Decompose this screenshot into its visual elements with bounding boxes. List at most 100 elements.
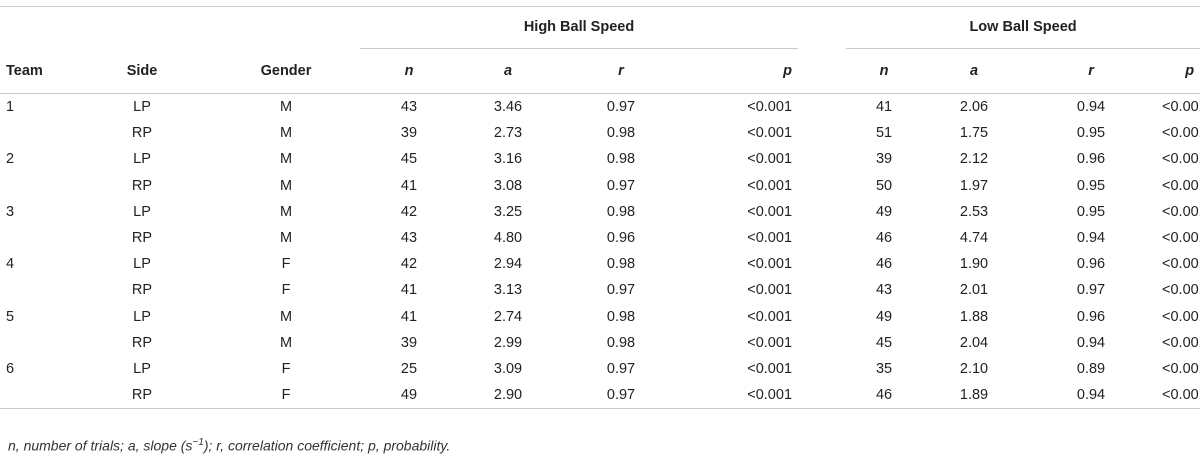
cell-high-a: 2.73	[493, 125, 523, 142]
group-header-low-ball-speed: Low Ball Speed	[846, 6, 1200, 49]
table-row: 6 LP F 25 3.09 0.97 <0.001 35 2.10 0.89 <0.001	[0, 356, 1200, 382]
cell-high-a: 3.46	[493, 99, 523, 116]
cell-team: 4	[6, 256, 15, 273]
cell-low-p: <0.001	[1162, 256, 1200, 273]
cell-high-r: 0.98	[606, 256, 636, 273]
column-header-low-r: r	[1026, 48, 1157, 94]
cell-low-p: <0.001	[1162, 308, 1200, 325]
cell-low-n: 41	[875, 99, 893, 116]
column-header-low-a: a	[922, 48, 1027, 94]
cell-high-p: <0.001	[747, 230, 793, 247]
cell-gender: M	[279, 177, 293, 194]
footnote-text-b: ); r, correlation coefficient; p, probab…	[203, 437, 451, 454]
cell-low-a: 1.90	[959, 256, 989, 273]
cell-low-r: 0.96	[1076, 308, 1106, 325]
cell-high-p: <0.001	[747, 177, 793, 194]
cell-team	[0, 330, 72, 356]
cell-side: LP	[133, 308, 151, 325]
cell-low-n: 39	[875, 151, 893, 168]
cell-high-a: 3.16	[493, 151, 523, 168]
group-header-row: High Ball Speed Low Ball Speed	[0, 6, 1200, 49]
cell-team: 6	[6, 360, 15, 377]
cell-high-r: 0.97	[606, 282, 636, 299]
cell-low-p: <0.001	[1162, 282, 1200, 299]
column-header-high-r: r	[558, 48, 684, 94]
cell-low-a: 2.01	[959, 282, 989, 299]
table-row: RP F 41 3.13 0.97 <0.001 43 2.01 0.97 <0.001	[0, 277, 1200, 303]
cell-high-a: 3.13	[493, 282, 523, 299]
table-body: 1LPM433.460.97<0.001412.060.94<0.001RPM3…	[0, 94, 1200, 410]
cell-high-a: 2.94	[493, 256, 523, 273]
cell-low-n: 43	[875, 282, 893, 299]
table-row: 1 LP M 43 3.46 0.97 <0.001 41 2.06 0.94 <0.001	[0, 94, 1200, 121]
cell-low-n: 46	[846, 382, 923, 410]
table-row: 5 LP M 41 2.74 0.98 <0.001 49 1.88 0.96 <0.001	[0, 304, 1200, 330]
cell-low-r: 0.94	[1076, 230, 1106, 247]
cell-low-r: 0.95	[1076, 177, 1106, 194]
cell-low-r: 0.94	[1026, 382, 1157, 410]
cell-low-r: 0.96	[1076, 256, 1106, 273]
table-row: RP M 43 4.80 0.96 <0.001 46 4.74 0.94 <0.001	[0, 225, 1200, 251]
table-row: 3 LP M 42 3.25 0.98 <0.001 49 2.53 0.95 <0.001	[0, 199, 1200, 225]
cell-low-p: <0.001	[1162, 177, 1200, 194]
cell-high-a: 2.90	[458, 382, 558, 410]
cell-high-r: 0.97	[606, 99, 636, 116]
cell-high-n: 43	[400, 99, 418, 116]
column-header-low-p: p	[1156, 48, 1200, 94]
cell-low-r: 0.95	[1076, 125, 1106, 142]
cell-low-p: <0.001	[1156, 382, 1200, 410]
cell-low-n: 45	[875, 334, 893, 351]
cell-high-n: 49	[360, 382, 458, 410]
cell-high-p: <0.001	[747, 334, 793, 351]
cell-side: LP	[133, 256, 151, 273]
cell-high-p: <0.001	[684, 382, 799, 410]
cell-low-r: 0.94	[1076, 334, 1106, 351]
cell-low-a: 1.89	[922, 382, 1027, 410]
cell-low-p: <0.001	[1162, 99, 1200, 116]
cell-low-a: 2.06	[959, 99, 989, 116]
cell-low-a: 2.10	[959, 360, 989, 377]
cell-side: RP	[131, 177, 153, 194]
table-footnote: n, number of trials; a, slope (s−1); r, …	[8, 437, 450, 454]
cell-low-p: <0.001	[1162, 230, 1200, 247]
cell-low-r: 0.94	[1076, 99, 1106, 116]
cell-high-p: <0.001	[747, 282, 793, 299]
column-header-side: Side	[72, 48, 212, 94]
cell-high-a: 2.99	[493, 334, 523, 351]
cell-gender: M	[279, 203, 293, 220]
cell-team	[0, 277, 72, 303]
table-row: RP M 41 3.08 0.97 <0.001 50 1.97 0.95 <0.001	[0, 173, 1200, 199]
cell-low-p: <0.001	[1162, 125, 1200, 142]
cell-low-a: 1.97	[959, 177, 989, 194]
cell-side: RP	[72, 382, 212, 410]
cell-low-r: 0.97	[1076, 282, 1106, 299]
column-header-gender: Gender	[212, 48, 360, 94]
cell-high-n: 39	[400, 125, 418, 142]
cell-team: 5	[6, 308, 15, 325]
cell-high-p: <0.001	[747, 203, 793, 220]
cell-gender: M	[279, 151, 293, 168]
column-header-row: Team Side Gender n a r p n a r p	[0, 48, 1200, 94]
cell-low-r: 0.95	[1076, 203, 1106, 220]
cell-high-r: 0.97	[558, 382, 684, 410]
cell-high-p: <0.001	[747, 151, 793, 168]
cell-high-r: 0.97	[606, 360, 636, 377]
cell-gender: F	[281, 256, 291, 273]
cell-gender: F	[281, 360, 291, 377]
cell-high-r: 0.98	[606, 334, 636, 351]
table-row: 2 LP M 45 3.16 0.98 <0.001 39 2.12 0.96 <0.001	[0, 146, 1200, 172]
cell-high-r: 0.97	[606, 177, 636, 194]
footnote-text-a: n, number of trials; a, slope (s	[8, 437, 193, 454]
cell-high-p: <0.001	[747, 256, 793, 273]
cell-low-p: <0.001	[1162, 203, 1200, 220]
cell-low-r: 0.96	[1076, 151, 1106, 168]
cell-high-p: <0.001	[747, 360, 793, 377]
table-row: RP M 39 2.99 0.98 <0.001 45 2.04 0.94 <0.001	[0, 330, 1200, 356]
cell-high-p: <0.001	[747, 125, 793, 142]
table-header: High Ball Speed Low Ball Speed Team Side…	[0, 6, 1200, 94]
cell-side: RP	[131, 230, 153, 247]
cell-low-r: 0.89	[1076, 360, 1106, 377]
cell-low-p: <0.001	[1162, 360, 1200, 377]
